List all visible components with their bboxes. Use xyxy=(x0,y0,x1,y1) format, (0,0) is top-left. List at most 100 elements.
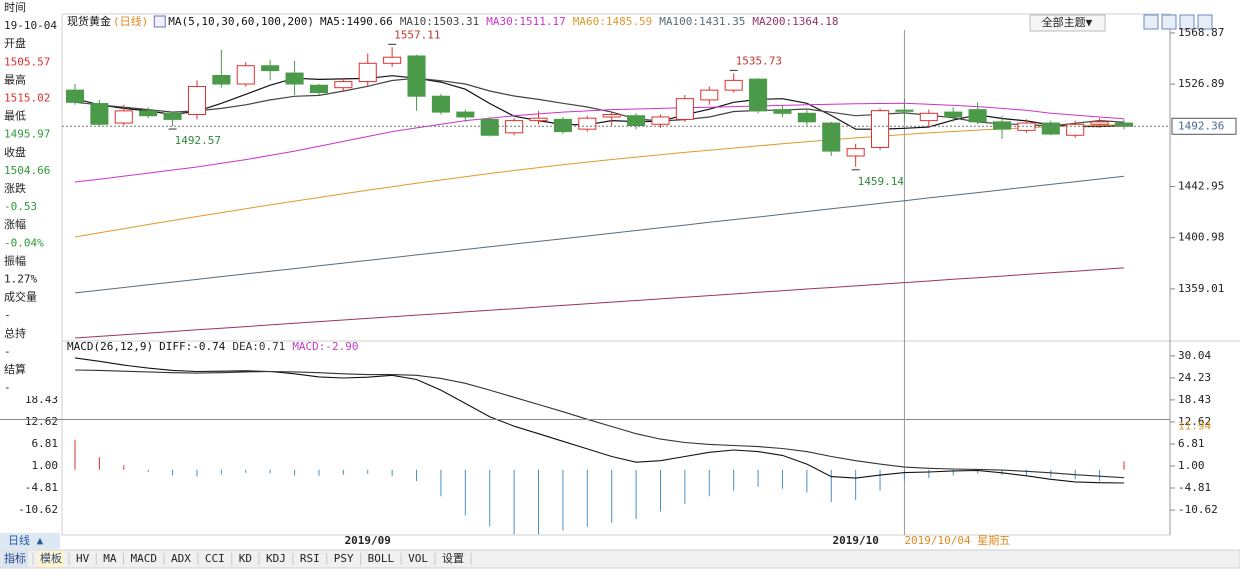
candle-body xyxy=(212,74,231,85)
candle-body xyxy=(358,62,377,83)
tab-bg[interactable] xyxy=(2,551,28,567)
chart-period: (日线) xyxy=(113,14,148,28)
macd-y-tick-label: 1.00 xyxy=(1178,459,1205,472)
tab[interactable]: 设置 xyxy=(442,552,464,565)
candle-body xyxy=(456,111,475,118)
candle xyxy=(309,84,328,96)
candle-body xyxy=(529,117,548,122)
macd-y-tick-label: 18.43 xyxy=(1178,393,1211,406)
candle-body xyxy=(163,112,182,120)
sidebar-label: 成交量 xyxy=(4,290,37,304)
sidebar xyxy=(0,0,61,396)
sidebar-label: 涨幅 xyxy=(4,218,26,231)
macd-y-tick-label: 12.62 xyxy=(1178,415,1211,428)
sidebar-value: - xyxy=(4,381,11,394)
sidebar-value: 1504.66 xyxy=(4,164,50,177)
sidebar-label: 最低 xyxy=(4,110,26,123)
tab[interactable]: 模板 xyxy=(40,551,62,565)
candle xyxy=(1041,120,1060,136)
macd-legend: MACD:-2.90 xyxy=(292,340,358,353)
macd-y-tick-label-left: 6.81 xyxy=(32,437,59,450)
sidebar-value: -0.04% xyxy=(4,236,44,249)
sidebar-label: 开盘 xyxy=(4,36,26,50)
candle xyxy=(456,109,475,122)
candle xyxy=(431,93,450,115)
candle xyxy=(651,114,670,128)
candle-body xyxy=(749,78,768,112)
candle xyxy=(578,115,597,132)
candle-body xyxy=(675,98,694,120)
ma-icon xyxy=(153,15,166,28)
sidebar-value: - xyxy=(4,345,11,358)
tab[interactable]: MACD xyxy=(131,552,158,565)
y-tick-label: 1568.87 xyxy=(1178,26,1224,39)
sidebar-value: 1515.02 xyxy=(4,92,50,105)
tab[interactable]: BOLL xyxy=(368,552,395,565)
candle-body xyxy=(334,81,353,89)
tab[interactable]: VOL xyxy=(408,552,428,565)
ma-line xyxy=(74,75,1125,130)
tab[interactable]: KD xyxy=(239,552,252,565)
candle xyxy=(212,49,231,88)
tab[interactable]: CCI xyxy=(205,552,225,565)
candle-body xyxy=(602,114,621,118)
toolbar-icons xyxy=(1143,14,1213,30)
candle xyxy=(383,47,402,67)
ma-line xyxy=(74,102,1125,183)
candle xyxy=(407,54,426,111)
candle xyxy=(944,107,963,122)
tab[interactable]: RSI xyxy=(300,552,320,565)
candle-body xyxy=(871,110,890,148)
candle-body xyxy=(114,110,133,124)
candle-body xyxy=(261,65,280,72)
candle-body xyxy=(431,95,450,113)
tab[interactable]: ADX xyxy=(171,552,191,565)
tab[interactable]: KDJ xyxy=(266,552,286,565)
candle-body xyxy=(627,115,646,126)
candle-body xyxy=(407,55,426,97)
high-label: 1535.73 xyxy=(736,54,782,67)
sidebar-label: 总持 xyxy=(4,326,26,340)
ma-legend: MA10:1503.31 xyxy=(400,15,479,28)
ma-legend: MA5:1490.66 xyxy=(320,15,393,28)
sidebar-value: 1.27% xyxy=(4,273,37,286)
tab-bg[interactable] xyxy=(38,551,64,567)
candle xyxy=(480,116,499,137)
candle-body xyxy=(944,111,963,118)
candle xyxy=(334,77,353,92)
candle-body xyxy=(309,84,328,94)
ma-params: MA(5,10,30,60,100,200) xyxy=(168,15,314,28)
tab[interactable]: 指标 xyxy=(4,551,26,565)
icon-grid[interactable] xyxy=(1161,14,1177,30)
theme-button[interactable] xyxy=(1029,14,1106,32)
tab[interactable]: MA xyxy=(103,552,117,565)
candle xyxy=(724,73,743,93)
macd-y-tick-label-left: 12.62 xyxy=(25,415,58,428)
sidebar-label: 振幅 xyxy=(4,253,26,267)
candle-body xyxy=(139,110,158,117)
macd-y-tick-label: -4.81 xyxy=(1178,481,1211,494)
macd-y-tick-label-left: 1.00 xyxy=(32,459,59,472)
candle-body xyxy=(236,65,255,85)
macd-title: MACD(26,12,9) xyxy=(67,340,153,353)
candle-body xyxy=(1090,121,1109,125)
macd-line xyxy=(74,357,1125,484)
icon-plus[interactable] xyxy=(1143,14,1159,30)
candle-body xyxy=(187,85,207,116)
period-tab[interactable]: 日线 ▲ xyxy=(8,533,44,547)
candle-body xyxy=(919,112,938,122)
candle-body xyxy=(895,109,914,112)
candle xyxy=(236,62,255,87)
candle xyxy=(553,116,572,135)
period-tab-bg[interactable] xyxy=(0,533,60,549)
candle-body xyxy=(65,89,85,103)
tab[interactable]: HV xyxy=(76,552,90,565)
tab[interactable]: PSY xyxy=(334,552,354,565)
candle xyxy=(1114,119,1134,130)
icon-close[interactable] xyxy=(1197,14,1213,30)
ma-legend: MA60:1485.59 xyxy=(573,15,652,28)
icon-window[interactable] xyxy=(1179,14,1195,30)
theme-button-label[interactable]: 全部主题▼ xyxy=(1042,15,1093,29)
sidebar-label: 结算 xyxy=(4,362,26,376)
